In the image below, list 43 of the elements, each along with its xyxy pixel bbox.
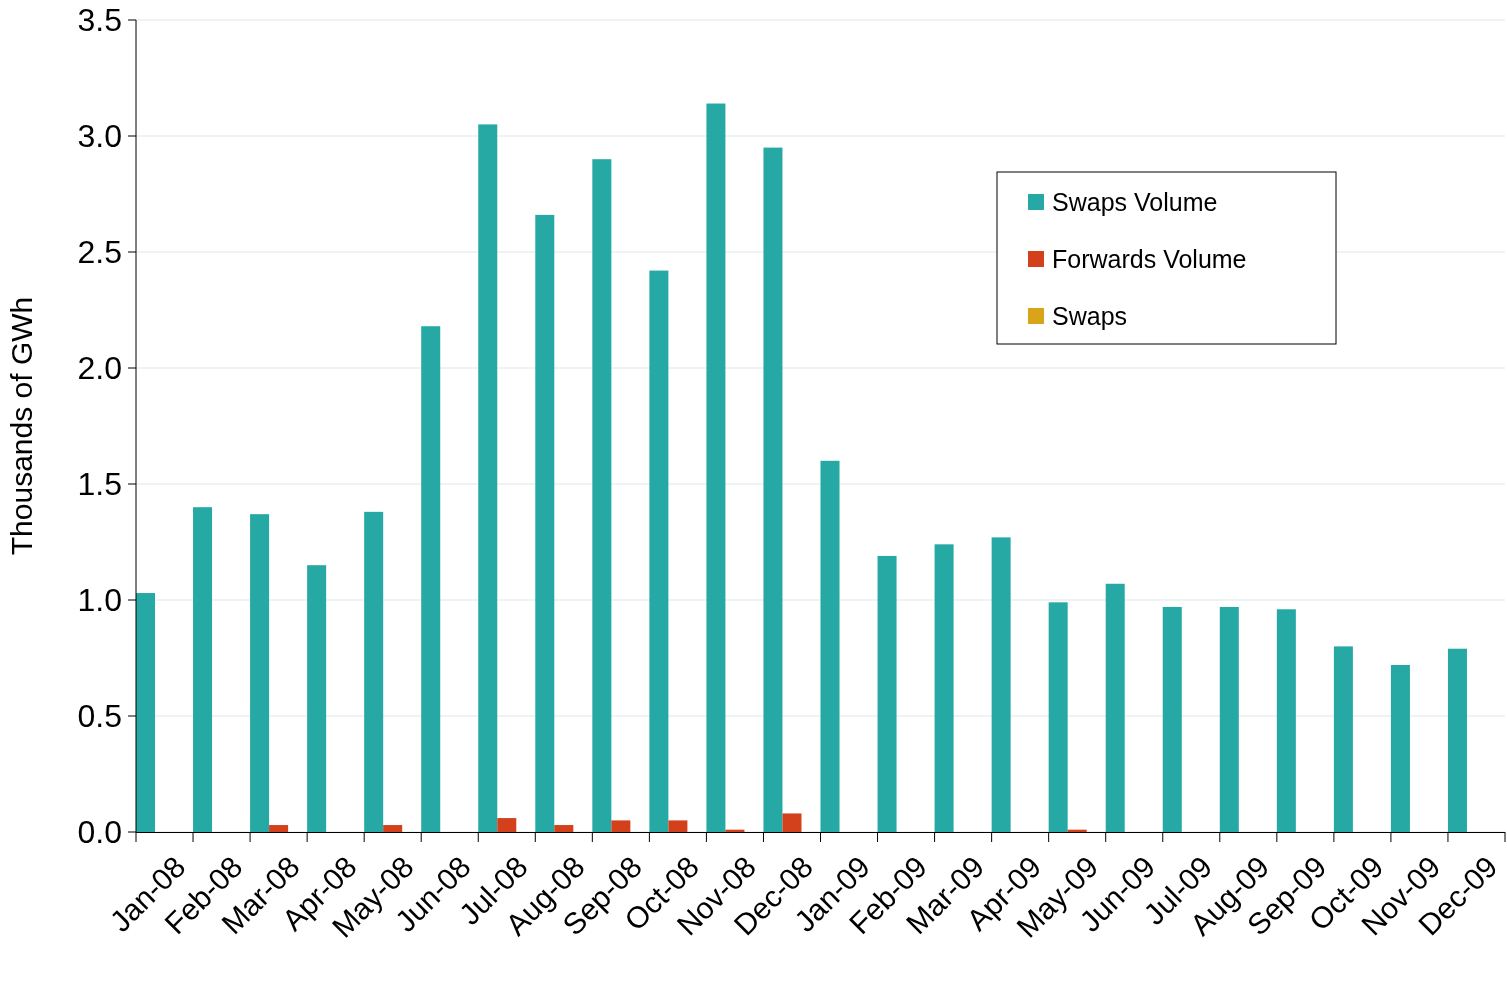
bar	[1048, 602, 1068, 832]
y-tick-label: 2.0	[77, 350, 122, 387]
bar	[269, 825, 289, 832]
y-tick-label: 1.5	[77, 466, 122, 503]
bar	[383, 825, 403, 832]
bar	[877, 555, 897, 832]
legend-label: Forwards Volume	[1052, 244, 1247, 273]
bar	[934, 544, 954, 832]
bar	[991, 537, 1011, 832]
bar	[307, 565, 327, 832]
bar	[1219, 606, 1239, 832]
y-tick-label: 3.0	[77, 118, 122, 155]
y-axis-title: Thousands of GWh	[5, 296, 38, 556]
y-tick-label: 0.0	[77, 814, 122, 851]
y-tick-label: 1.0	[77, 582, 122, 619]
bar	[1162, 606, 1182, 832]
bar	[820, 460, 840, 832]
bar	[535, 214, 555, 832]
bar	[1333, 646, 1353, 832]
bar	[136, 593, 156, 832]
legend-label: Swaps Volume	[1052, 187, 1218, 216]
bar	[1276, 609, 1296, 832]
bar	[1447, 648, 1467, 832]
y-tick-label: 3.5	[77, 2, 122, 39]
bar	[782, 813, 802, 832]
bar	[478, 124, 498, 832]
y-tick-label: 0.5	[77, 698, 122, 735]
bar	[668, 820, 688, 832]
bar	[1105, 583, 1125, 832]
bar	[193, 507, 213, 832]
bar	[763, 147, 783, 832]
bar	[250, 514, 270, 832]
bar	[706, 103, 726, 832]
bar	[421, 326, 441, 832]
bar	[364, 511, 384, 832]
bar	[611, 820, 631, 832]
bar	[497, 818, 517, 832]
bar	[649, 270, 669, 832]
bar	[1390, 664, 1410, 832]
y-tick-label: 2.5	[77, 234, 122, 271]
bar	[592, 159, 612, 832]
bar	[554, 825, 574, 832]
legend-label: Swaps	[1052, 301, 1128, 330]
